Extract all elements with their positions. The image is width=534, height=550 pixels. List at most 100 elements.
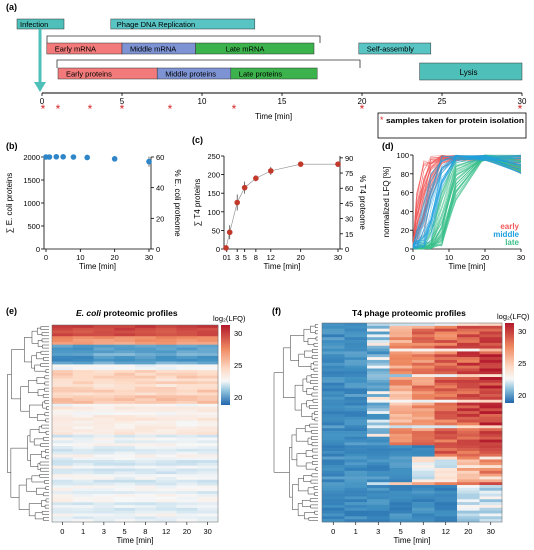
heatmap-cell: [135, 516, 157, 520]
heatmap-cell: [479, 465, 503, 469]
heatmap-cell: [176, 434, 198, 438]
heatmap-cell: [176, 485, 198, 489]
heatmap-cell: [52, 448, 74, 452]
heatmap-cell: [457, 357, 480, 361]
heatmap-cell: [344, 405, 368, 409]
sample-star: *: [88, 102, 93, 116]
heatmap-cell: [197, 474, 219, 478]
dendrogram-branch: [305, 462, 316, 470]
heatmap-cell: [322, 419, 345, 423]
heatmap-cell: [72, 454, 94, 458]
timeline-xlabel: Time [min]: [255, 112, 292, 121]
heatmap-cell: [93, 426, 115, 430]
heatmap-cell: [52, 347, 74, 351]
heatmap-cell: [457, 354, 480, 358]
heatmap-cell: [72, 457, 94, 461]
heatmap-cell: [197, 471, 219, 475]
heatmap-cell: [457, 516, 480, 520]
heatmap-cell: [176, 479, 198, 483]
x-tick-label: 5: [243, 253, 247, 262]
heatmap-cell: [72, 482, 94, 486]
heatmap-cell: [155, 496, 177, 500]
phase-bar: [419, 62, 523, 81]
heatmap-cell: [457, 493, 480, 497]
heatmap-cell: [322, 374, 345, 378]
dendrogram-branch: [36, 487, 46, 495]
heatmap-cell: [479, 331, 503, 335]
heatmap-cell: [72, 412, 94, 416]
y2-tick-label: 60: [345, 184, 353, 193]
dendrogram-branch: [308, 517, 318, 521]
heatmap-cell: [457, 485, 480, 489]
heatmap-cell: [457, 348, 480, 352]
heatmap-cell: [176, 513, 198, 517]
heatmap-cell: [93, 336, 115, 340]
heatmap-cell: [197, 485, 219, 489]
heatmap-cell: [93, 400, 115, 405]
heatmap-cell: [389, 442, 413, 446]
heatmap-cell: [367, 459, 390, 463]
heatmap-cell: [197, 434, 219, 438]
x-tick-label: 20: [296, 253, 304, 262]
heatmap-cell: [155, 330, 177, 334]
dendrogram-branch: [36, 414, 46, 421]
heatmap-cell: [457, 394, 480, 398]
heatmap-cell: [412, 459, 435, 463]
heatmap-cell: [135, 403, 157, 407]
heatmap-cell: [344, 337, 368, 341]
heatmap-cell: [114, 493, 136, 497]
heatmap-cell: [412, 362, 435, 366]
heatmap-cell: [93, 361, 115, 365]
heatmap-cell: [114, 406, 136, 410]
heatmap-cell: [72, 488, 94, 492]
heatmap-cell: [176, 409, 198, 413]
x-tick-label: 0: [60, 527, 64, 536]
x-axis-label: Time [min]: [79, 262, 116, 271]
heatmap-cell: [114, 341, 136, 345]
heatmap-cell: [93, 471, 115, 475]
heatmap-cell: [479, 323, 503, 327]
heatmap-cell: [114, 479, 136, 483]
heatmap-cell: [322, 516, 345, 520]
heatmap-cell: [322, 334, 345, 338]
dendrogram-branch: [31, 475, 45, 483]
heatmap-cell: [322, 394, 345, 398]
heatmap-cell: [197, 339, 219, 343]
heatmap-cell: [434, 504, 458, 509]
heatmap-cell: [322, 442, 345, 446]
heatmap-cell: [389, 388, 413, 392]
heatmap-cell: [176, 505, 198, 509]
heatmap-cell: [197, 370, 219, 374]
heatmap-cell: [412, 377, 435, 381]
heatmap-cell: [176, 327, 198, 331]
heatmap-cell: [176, 510, 198, 514]
heatmap-cell: [389, 337, 413, 341]
heatmap-cell: [412, 385, 435, 389]
heatmap-cell: [344, 388, 368, 392]
heatmap-cell: [197, 493, 219, 497]
heatmap-cell: [344, 485, 368, 489]
heatmap-cell: [114, 327, 136, 331]
heatmap-cell: [479, 337, 503, 341]
x-axis-label: Time [min]: [448, 262, 485, 271]
heatmap-cell: [114, 465, 136, 469]
heatmap-cell: [197, 389, 219, 393]
dendrogram-branch: [25, 478, 37, 492]
heatmap-cell: [52, 395, 74, 399]
heatmap-cell: [197, 378, 219, 382]
heatmap-cell: [367, 493, 390, 497]
heatmap-cell: [457, 482, 480, 486]
heatmap-cell: [135, 423, 157, 427]
heatmap-cell: [114, 325, 136, 329]
heatmap-frame: [321, 322, 503, 523]
heatmap-cell: [389, 482, 413, 486]
heatmap-cell: [197, 431, 219, 436]
heatmap-cell: [344, 396, 368, 401]
heatmap-cell: [389, 377, 413, 381]
heatmap-cell: [344, 394, 368, 398]
heatmap-cell: [197, 420, 219, 424]
heatmap-cell: [114, 474, 136, 478]
heatmap-cell: [412, 379, 435, 383]
heatmap-cell: [367, 504, 390, 509]
x-axis-label: Time [min]: [263, 262, 300, 271]
